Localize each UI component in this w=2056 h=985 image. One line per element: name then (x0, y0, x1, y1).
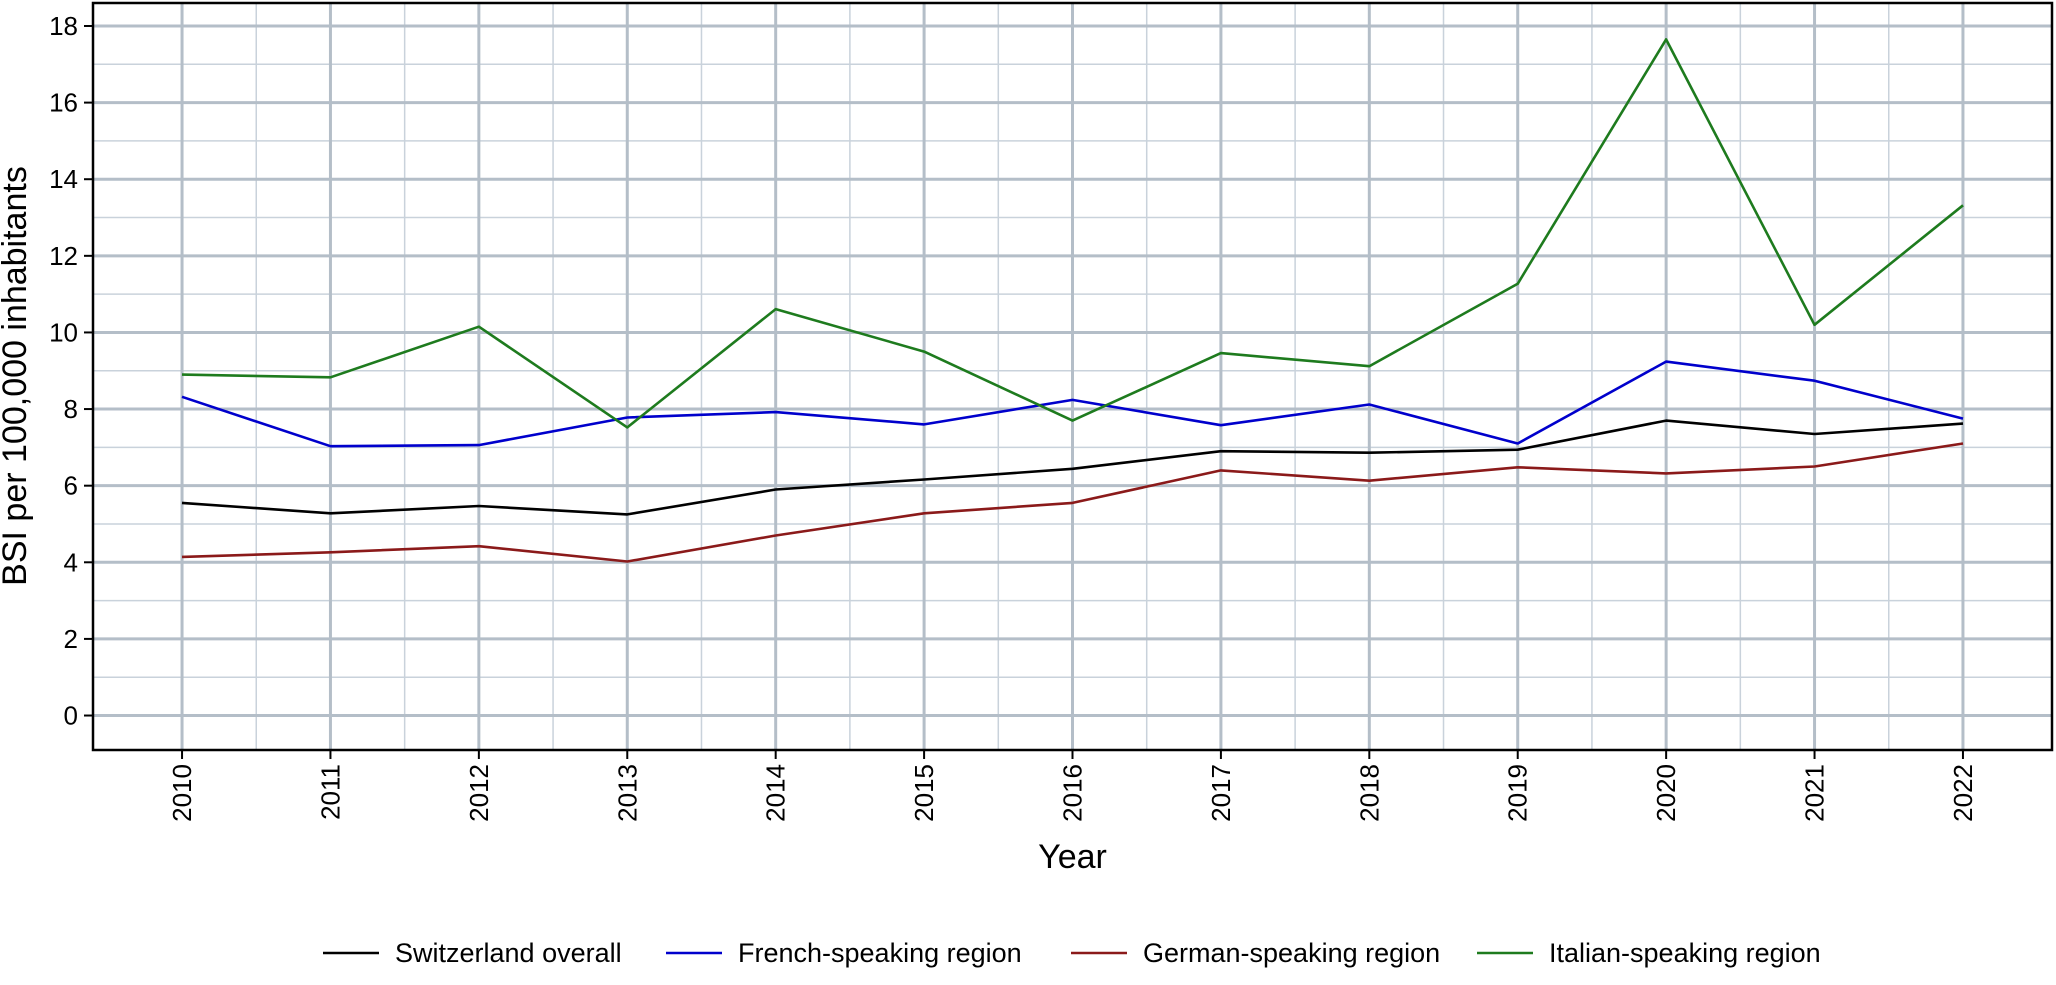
series-layer (181, 38, 1964, 563)
y-axis: 0 2 4 6 8 10 12 14 16 18 (49, 11, 93, 731)
legend-label: German-speaking region (1143, 938, 1440, 968)
y-axis-title: BSI per 100,000 inhabitants (0, 166, 34, 586)
x-tick-label: 2014 (761, 764, 791, 822)
x-tick-label: 2015 (909, 764, 939, 822)
x-tick-label: 2022 (1948, 764, 1978, 822)
x-tick-label: 2019 (1503, 764, 1533, 822)
y-tick-label: 4 (64, 547, 78, 577)
series-line-2 (181, 442, 1964, 563)
x-tick-label: 2018 (1354, 764, 1384, 822)
x-tick-label: 2021 (1800, 764, 1830, 822)
y-tick-label: 6 (64, 471, 78, 501)
y-tick-label: 2 (64, 624, 78, 654)
y-tick-label: 18 (49, 11, 78, 41)
legend: Switzerland overall French-speaking regio… (323, 938, 1821, 968)
legend-label: Italian-speaking region (1549, 938, 1821, 968)
y-tick-label: 16 (49, 88, 78, 118)
y-tick-label: 10 (49, 317, 78, 347)
x-axis: 2010 2011 2012 2013 2014 2015 2016 2017 2018 2019… (167, 750, 1978, 822)
legend-label: Switzerland overall (395, 938, 622, 968)
y-tick-label: 0 (64, 701, 78, 731)
x-tick-label: 2020 (1651, 764, 1681, 822)
x-tick-label: 2010 (167, 764, 197, 822)
legend-label: French-speaking region (738, 938, 1022, 968)
x-axis-title: Year (1038, 838, 1107, 876)
x-tick-label: 2011 (315, 764, 345, 820)
series-line-3 (181, 38, 1964, 429)
x-tick-label: 2012 (464, 764, 494, 822)
y-tick-label: 14 (49, 164, 78, 194)
y-tick-label: 12 (49, 241, 78, 271)
x-tick-label: 2016 (1058, 764, 1088, 822)
y-tick-label: 8 (64, 394, 78, 424)
series-line-1 (181, 360, 1964, 448)
series-line-0 (181, 419, 1964, 516)
x-tick-label: 2013 (612, 764, 642, 822)
x-tick-label: 2017 (1206, 764, 1236, 822)
grid-major (93, 3, 2052, 750)
